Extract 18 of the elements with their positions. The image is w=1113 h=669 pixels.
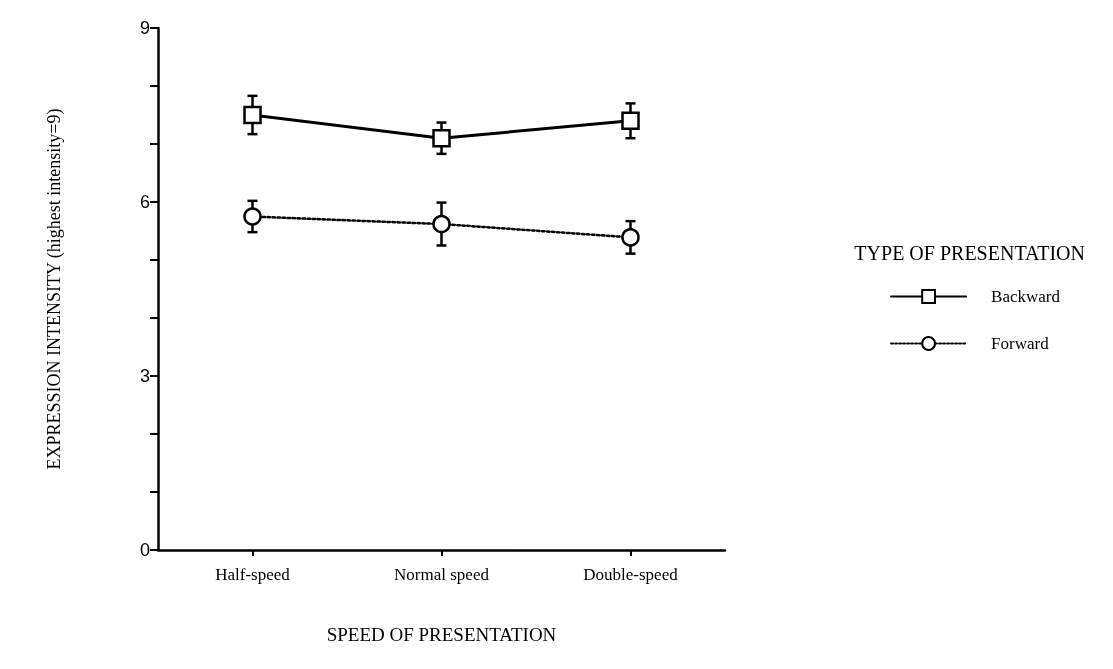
y-axis-title: EXPRESSION INTENSITY (highest intensity=9): [44, 108, 65, 470]
point: [243, 207, 262, 226]
point: [243, 105, 262, 125]
y-tick-label: 0: [139, 540, 150, 560]
point: [432, 214, 451, 234]
legend-label: Forward: [991, 334, 1050, 353]
legend-title: TYPE OF PRESENTATION: [854, 242, 1086, 264]
legend-label: Backward: [991, 287, 1061, 306]
y-tick-label: 6: [139, 192, 150, 212]
x-tick-label: Double-speed: [583, 565, 679, 584]
y-tick-label: 3: [139, 366, 150, 386]
y-tick-label: 9: [139, 18, 150, 38]
point: [621, 228, 640, 247]
point: [432, 128, 451, 148]
x-tick-label: Half-speed: [215, 565, 291, 584]
point: [621, 111, 640, 131]
x-tick-label: Normal speed: [394, 565, 490, 584]
x-axis-title: SPEED OF PRESENTATION: [326, 624, 557, 645]
